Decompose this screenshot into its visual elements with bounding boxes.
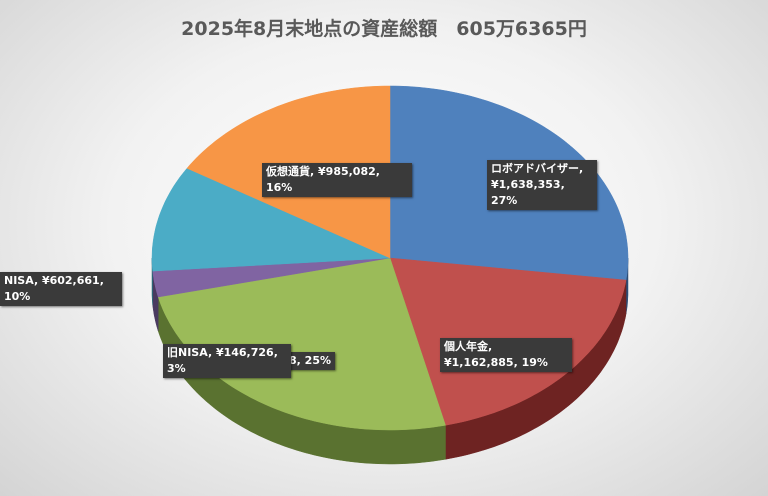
data-label: 個人年金, ¥1,162,885, 19%: [440, 338, 572, 372]
data-label: 仮想通貨, ¥985,082, 16%: [262, 163, 412, 197]
data-label: 旧NISA, ¥146,726, 3%: [163, 344, 291, 378]
pie-slice: [151, 167, 391, 272]
data-label: NISA, ¥602,661, 10%: [0, 272, 122, 306]
data-label: ロボアドバイザー, ¥1,638,353, 27%: [487, 160, 597, 210]
chart-title: 2025年8月末地点の資産総額 605万6365円: [181, 18, 587, 40]
pie-slice: [157, 257, 446, 431]
pie-slice: [152, 257, 391, 298]
